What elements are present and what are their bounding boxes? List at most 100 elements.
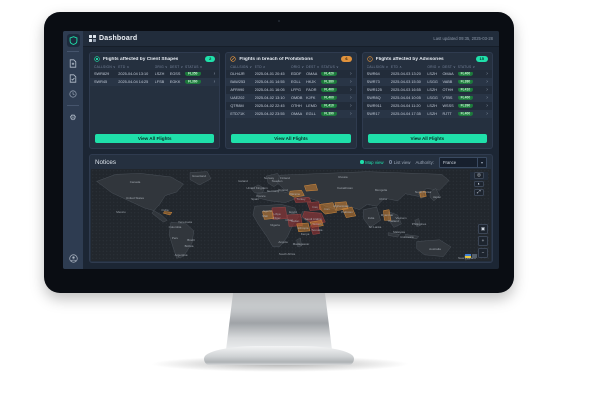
table-row[interactable]: ETD71K 2025-04-02 23:55 OMAA EGLL FL390 ›: [226, 110, 356, 118]
sidebar-item-history[interactable]: [67, 88, 79, 99]
notices-header: Notices Map view List view Authority: Fr…: [90, 155, 492, 169]
table-row[interactable]: QTR8M 2025-04-02 22:45 OTHH LEMD FL410 ›: [226, 102, 356, 110]
cell: OTHH: [442, 88, 454, 92]
status-pill: FL400: [321, 87, 337, 93]
app-logo[interactable]: [66, 34, 80, 47]
highlight-ukraine[interactable]: [288, 189, 305, 198]
last-updated-text: Last updated 09:35, 2025-03-28: [433, 36, 493, 41]
sidebar-item-settings[interactable]: ⚙: [67, 112, 79, 123]
sidebar-item-new-flight[interactable]: [67, 58, 79, 69]
column-header[interactable]: Orig ∨: [427, 65, 441, 69]
sidebar-item-flight-checks[interactable]: [67, 73, 79, 84]
chevron-right-icon[interactable]: ›: [486, 79, 488, 85]
status-cell: FL390: [457, 103, 479, 109]
chevron-right-icon[interactable]: ›: [486, 71, 488, 77]
table-row[interactable]: SWR17 2025-04-04 17:35 LSZH RJTT FL400 ›: [362, 110, 492, 118]
status-cell: FL400: [457, 71, 479, 77]
column-header[interactable]: Status ∨: [184, 65, 203, 69]
highlight-north-korea[interactable]: [419, 190, 427, 198]
table-row[interactable]: SWR911 2025-04-04 11:20 LSZH WSSS FL390 ›: [362, 102, 492, 110]
list-view-toggle[interactable]: List view: [388, 160, 410, 165]
highlight-somalia[interactable]: [309, 222, 320, 235]
cell: QTR8M: [230, 104, 244, 108]
highlight-pakistan[interactable]: [342, 206, 357, 218]
chevron-right-icon[interactable]: ›: [349, 71, 352, 77]
fullscreen-button[interactable]: ⤢: [474, 189, 484, 196]
column-header[interactable]: Callsign ∨: [230, 65, 252, 69]
cell: 2025-04-03 15:30: [390, 80, 421, 84]
cell: EGKK: [169, 80, 181, 84]
table-row[interactable]: SWR125 2025-04-03 16:55 LSZH OTHH FL410 ›: [362, 86, 492, 94]
view-all-flights-button[interactable]: View All Flights: [231, 134, 351, 143]
chevron-right-icon[interactable]: ›: [349, 111, 352, 117]
highlight-mali[interactable]: [262, 210, 275, 220]
cell: SWR829: [94, 72, 110, 76]
column-header[interactable]: Dest ∨: [169, 65, 184, 69]
highlight-ethiopia[interactable]: [296, 222, 311, 233]
column-header[interactable]: ETD ∧: [118, 65, 130, 69]
table-body: SWR829 2025-04-04 13:10 LSZH EGSS FL350 › SWR4…: [90, 70, 220, 86]
status-pill: FL410: [321, 103, 337, 109]
chevron-right-icon[interactable]: ›: [349, 95, 352, 101]
globe-button[interactable]: ◐: [474, 180, 484, 188]
table-row[interactable]: SWR8Q 2025-04-04 10:05 LSGG VTBS FL400 ›: [362, 94, 492, 102]
authority-select[interactable]: France ▾: [439, 156, 487, 168]
table-row[interactable]: SWR64 2025-04-03 13:20 LSZH OMAA FL400 ›: [362, 70, 492, 78]
cell: 2025-04-02 23:55: [254, 112, 285, 116]
cell: UAE202: [230, 96, 245, 100]
column-header[interactable]: ETD ∧: [390, 65, 402, 69]
table-row[interactable]: SWR829 2025-04-04 13:10 LSZH EGSS FL350 ›: [90, 70, 220, 78]
highlight-western-russia[interactable]: [304, 183, 318, 192]
column-header[interactable]: Status ∨: [321, 65, 339, 69]
table-row[interactable]: UAE202 2025-04-02 13:10 OMDB KJFK FL400 ›: [226, 94, 356, 102]
world-map-svg: [96, 171, 471, 261]
layers-button[interactable]: ▣: [478, 224, 488, 234]
highlight-cuba[interactable]: [163, 211, 173, 216]
highlight-libya[interactable]: [271, 206, 288, 220]
status-pill: FL420: [321, 71, 337, 77]
view-all-flights-button[interactable]: View All Flights: [367, 134, 487, 143]
status-cell: FL380: [321, 79, 342, 85]
sidebar-item-account[interactable]: [67, 253, 79, 264]
table-row[interactable]: DLH4JR 2025-04-01 20:45 EDDF OMAA FL420 ›: [226, 70, 356, 78]
chevron-right-icon[interactable]: ›: [486, 103, 488, 109]
table-row[interactable]: SWR73 2025-04-03 15:30 LSGG VABB FL380 ›: [362, 78, 492, 86]
status-cell: FL380: [457, 79, 479, 85]
highlight-myanmar[interactable]: [383, 209, 392, 221]
chevron-right-icon[interactable]: ›: [486, 87, 488, 93]
column-header[interactable]: Orig ∨: [154, 65, 168, 69]
cell: 2025-04-03 16:55: [390, 88, 421, 92]
column-header[interactable]: Callsign ∨: [366, 65, 389, 69]
table-row[interactable]: AFR990 2025-04-01 16:05 LFPG FAOR FL400 ›: [226, 86, 356, 94]
map-view-toggle[interactable]: Map view: [360, 160, 384, 165]
locate-button[interactable]: ◎: [474, 172, 484, 179]
column-header[interactable]: Callsign ∨: [94, 65, 116, 69]
zoom-out-button[interactable]: −: [478, 248, 488, 258]
chevron-down-icon: ▾: [477, 157, 486, 167]
chevron-right-icon[interactable]: ›: [213, 79, 216, 85]
chevron-right-icon[interactable]: ›: [486, 95, 488, 101]
zoom-in-button[interactable]: +: [478, 236, 488, 246]
highlight-turkey[interactable]: [293, 197, 312, 203]
table-row[interactable]: SWR45 2025-04-04 14:25 LFSB EGKK FL360 ›: [90, 78, 220, 86]
chevron-right-icon[interactable]: ›: [213, 71, 216, 77]
column-header[interactable]: Orig ∨: [290, 65, 304, 69]
count-badge: 6: [341, 56, 352, 62]
column-header[interactable]: ETD ∧: [254, 65, 266, 69]
cell: LSZH: [427, 104, 438, 108]
column-header[interactable]: Dest ∨: [306, 65, 320, 69]
highlight-iran[interactable]: [319, 202, 338, 215]
chevron-right-icon[interactable]: ›: [349, 103, 352, 109]
column-header[interactable]: Status ∨: [457, 65, 476, 69]
column-header[interactable]: Dest ∨: [442, 65, 456, 69]
chevron-right-icon[interactable]: ›: [486, 111, 488, 117]
chevron-right-icon[interactable]: ›: [349, 87, 352, 93]
world-map[interactable]: Canada United States Mexico Cuba Venezuela Co…: [91, 169, 491, 261]
table-row[interactable]: BAW253 2025-04-01 14:55 EGLL HKJK FL380 ›: [226, 78, 356, 86]
cell: SWR8Q: [366, 96, 381, 100]
main-area: Dashboard Last updated 09:35, 2025-03-28…: [83, 31, 499, 269]
map-view-label: Map view: [365, 159, 384, 165]
view-all-flights-button[interactable]: View All Flights: [95, 134, 215, 143]
map-controls-top: ◎ ◐ ⤢: [470, 172, 488, 196]
chevron-right-icon[interactable]: ›: [349, 79, 352, 85]
